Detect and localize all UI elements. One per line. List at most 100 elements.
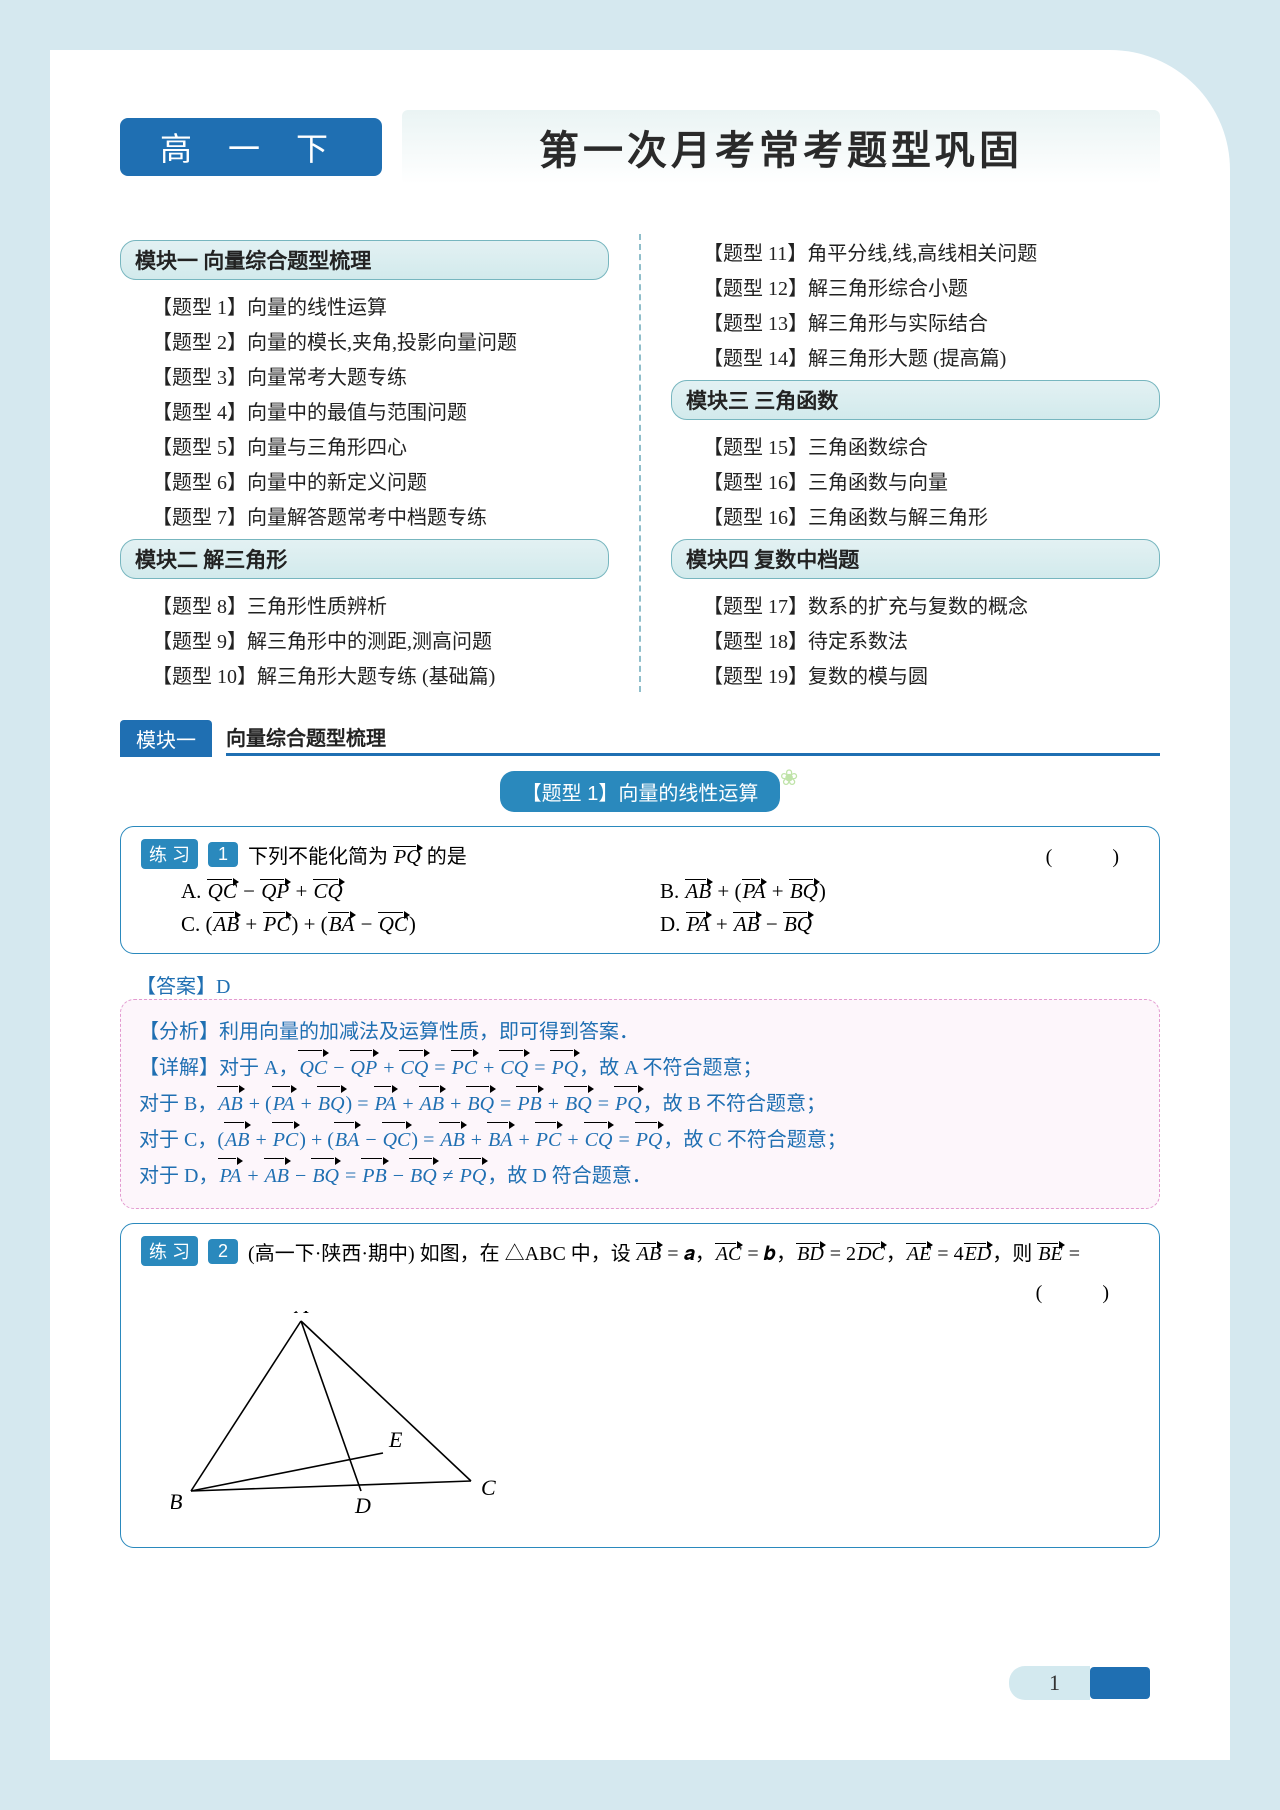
q2-head: 练 习 2 (高一下·陕西·期中) 如图，在 △ABC 中，设 AB = 𝒂，A… <box>141 1236 1139 1266</box>
practice-label: 练 习 <box>141 839 198 869</box>
toc-item: 【题型 19】复数的模与圆 <box>671 657 1160 692</box>
toc-item: 【题型 15】三角函数综合 <box>671 428 1160 463</box>
svg-text:E: E <box>388 1427 403 1452</box>
vector: PA <box>686 912 711 937</box>
grade-badge: 高 一 下 <box>120 118 382 176</box>
section-tab: 模块一 <box>120 720 212 757</box>
type-pill-row: 【题型 1】向量的线性运算 <box>120 771 1160 812</box>
toc-item: 【题型 16】三角函数与向量 <box>671 463 1160 498</box>
toc-item: 【题型 6】向量中的新定义问题 <box>120 463 609 498</box>
q1-number: 1 <box>208 842 238 867</box>
q1-vec-pq: PQ <box>393 846 422 869</box>
vector: PQ <box>550 1050 579 1086</box>
toc-item: 【题型 5】向量与三角形四心 <box>120 428 609 463</box>
vector: PB <box>516 1086 542 1122</box>
toc-item: 【题型 14】解三角形大题 (提高篇) <box>671 339 1160 374</box>
vector: AB <box>264 1158 290 1194</box>
vector: PA <box>272 1086 296 1122</box>
solution-line: 对于 C，(AB + PC) + (BA − QC) = AB + BA + P… <box>139 1122 1141 1158</box>
vector: DC <box>856 1243 886 1266</box>
toc-divider <box>639 234 641 692</box>
option-B: B. AB + (PA + BQ) <box>660 879 1139 904</box>
vector: AB <box>224 1122 250 1158</box>
vector: BQ <box>317 1086 346 1122</box>
solution-line: 【详解】对于 A，QC − QP + CQ = PC + CQ = PQ，故 A… <box>139 1050 1141 1086</box>
page-bar <box>1090 1667 1150 1699</box>
vector: BA <box>334 1122 360 1158</box>
page-number: 1 <box>1009 1666 1090 1700</box>
vector: PQ <box>459 1158 488 1194</box>
page: 高 一 下 第一次月考常考题型巩固 模块一 向量综合题型梳理【题型 1】向量的线… <box>50 50 1230 1760</box>
main-title: 第一次月考常考题型巩固 <box>402 110 1160 184</box>
toc-item: 【题型 3】向量常考大题专练 <box>120 358 609 393</box>
solution-line: 【分析】利用向量的加减法及运算性质，即可得到答案． <box>139 1014 1141 1050</box>
q1-head: 练 习 1 下列不能化简为 PQ 的是 ( ) <box>141 839 1139 869</box>
q1-stem-post: 的是 <box>422 846 467 868</box>
vector: PC <box>535 1122 563 1158</box>
vector: PA <box>742 879 767 904</box>
vector: AB <box>217 1086 243 1122</box>
paren-blank-2: ( ) <box>1036 1282 1129 1304</box>
solution-line: 对于 B，AB + (PA + BQ) = PA + AB + BQ = PB … <box>139 1086 1141 1122</box>
solution-line: 对于 D，PA + AB − BQ = PB − BQ ≠ PQ，故 D 符合题… <box>139 1158 1141 1194</box>
svg-text:B: B <box>171 1489 182 1514</box>
vector: QC <box>382 1122 412 1158</box>
vector: PA <box>374 1086 398 1122</box>
practice-label-2: 练 习 <box>141 1236 198 1266</box>
toc-item: 【题型 2】向量的模长,夹角,投影向量问题 <box>120 323 609 358</box>
toc-item: 【题型 8】三角形性质辨析 <box>120 587 609 622</box>
vector: AB <box>419 1086 445 1122</box>
vector: AB <box>439 1122 465 1158</box>
title-row: 高 一 下 第一次月考常考题型巩固 <box>120 110 1160 184</box>
vector: CQ <box>584 1122 614 1158</box>
toc-left-col: 模块一 向量综合题型梳理【题型 1】向量的线性运算【题型 2】向量的模长,夹角,… <box>120 234 609 692</box>
option-A: A. QC − QP + CQ <box>181 879 660 904</box>
vector: QP <box>260 879 290 904</box>
vector: BQ <box>783 912 813 937</box>
toc-item: 【题型 13】解三角形与实际结合 <box>671 304 1160 339</box>
vector: CQ <box>313 879 344 904</box>
toc-item: 【题型 1】向量的线性运算 <box>120 288 609 323</box>
toc-item: 【题型 16】三角函数与解三角形 <box>671 498 1160 533</box>
vector: PB <box>361 1158 387 1194</box>
vector: QP <box>350 1050 379 1086</box>
vector: BQ <box>564 1086 593 1122</box>
vector: BQ <box>409 1158 438 1194</box>
vector: BA <box>328 912 356 937</box>
toc-right-col: 【题型 11】角平分线,线,高线相关问题【题型 12】解三角形综合小题【题型 1… <box>671 234 1160 692</box>
toc-item: 【题型 11】角平分线,线,高线相关问题 <box>671 234 1160 269</box>
vector: AE <box>906 1243 932 1266</box>
vector: PA <box>218 1158 242 1194</box>
vector: AB <box>685 879 713 904</box>
vector: CQ <box>399 1050 429 1086</box>
q2-stem: (高一下·陕西·期中) 如图，在 △ABC 中，设 AB = 𝒂，AC = 𝒃，… <box>248 1237 1139 1266</box>
page-number-badge: 1 <box>1009 1666 1150 1700</box>
vector: QC <box>207 879 238 904</box>
vector: AB <box>733 912 761 937</box>
toc-item: 【题型 12】解三角形综合小题 <box>671 269 1160 304</box>
q1-stem: 下列不能化简为 PQ 的是 <box>248 840 1036 869</box>
toc-item: 【题型 17】数系的扩充与复数的概念 <box>671 587 1160 622</box>
vector: QC <box>298 1050 328 1086</box>
vector: BQ <box>789 879 819 904</box>
question-2: 练 习 2 (高一下·陕西·期中) 如图，在 △ABC 中，设 AB = 𝒂，A… <box>120 1223 1160 1548</box>
vector: BQ <box>466 1086 495 1122</box>
vector: PC <box>451 1050 479 1086</box>
triangle-figure: A B C D E <box>171 1311 511 1521</box>
answer-line: 【答案】D <box>120 964 1160 999</box>
svg-text:D: D <box>354 1493 371 1518</box>
vector: AB <box>636 1243 662 1266</box>
q2-paren-row: ( ) <box>141 1276 1139 1305</box>
option-D: D. PA + AB − BQ <box>660 912 1139 937</box>
toc-item: 【题型 18】待定系数法 <box>671 622 1160 657</box>
vector: ED <box>964 1243 993 1266</box>
vector: BQ <box>311 1158 340 1194</box>
vector: QC <box>378 912 409 937</box>
toc-item: 【题型 10】解三角形大题专练 (基础篇) <box>120 657 609 692</box>
module-head: 模块四 复数中档题 <box>671 539 1160 579</box>
svg-text:C: C <box>481 1475 496 1500</box>
question-1: 练 习 1 下列不能化简为 PQ 的是 ( ) A. QC − QP + CQB… <box>120 826 1160 954</box>
section-bar: 模块一 向量综合题型梳理 <box>120 720 1160 757</box>
svg-text:A: A <box>293 1311 309 1318</box>
vector: PQ <box>614 1086 643 1122</box>
